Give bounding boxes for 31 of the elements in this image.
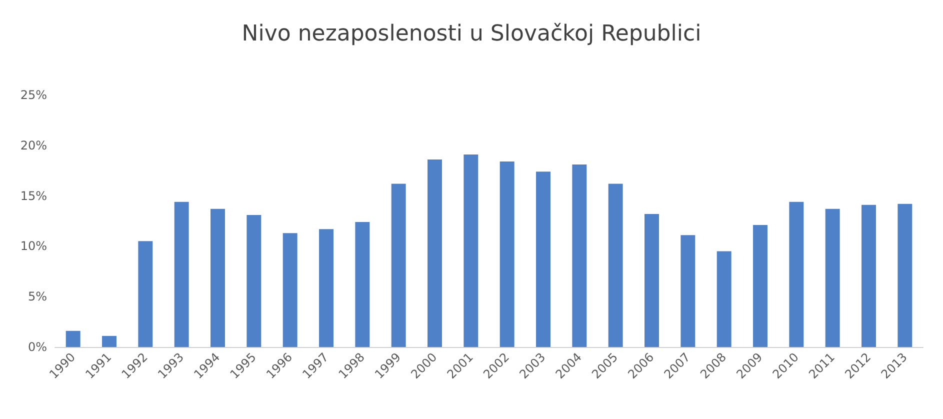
y-tick-label: 20% xyxy=(20,138,47,152)
bar xyxy=(572,164,587,347)
bar xyxy=(789,202,804,347)
bar xyxy=(862,204,876,347)
bar xyxy=(753,225,768,347)
bar xyxy=(428,160,442,347)
y-tick-label: 15% xyxy=(20,188,47,203)
bar xyxy=(680,235,696,347)
chart-title: Nivo nezaposlenosti u Slovačkoj Republici xyxy=(242,22,702,46)
bar xyxy=(644,214,659,347)
bar xyxy=(102,336,116,347)
bar xyxy=(174,202,189,347)
bar xyxy=(536,172,550,347)
bar xyxy=(210,208,225,347)
y-tick-label: 0% xyxy=(28,340,47,354)
bar xyxy=(898,204,912,347)
bar xyxy=(355,222,370,347)
y-tick-label: 5% xyxy=(28,290,47,304)
y-tick-label: 10% xyxy=(20,239,47,254)
bar xyxy=(66,330,80,347)
bar xyxy=(825,208,840,347)
bar xyxy=(282,233,298,347)
bar xyxy=(138,241,153,347)
bar xyxy=(391,184,406,347)
bar xyxy=(464,154,478,347)
y-tick-label: 25% xyxy=(20,88,47,102)
bar xyxy=(246,214,262,347)
bar xyxy=(319,229,334,347)
bar xyxy=(500,162,514,347)
bar xyxy=(716,251,732,347)
bar xyxy=(608,184,623,347)
